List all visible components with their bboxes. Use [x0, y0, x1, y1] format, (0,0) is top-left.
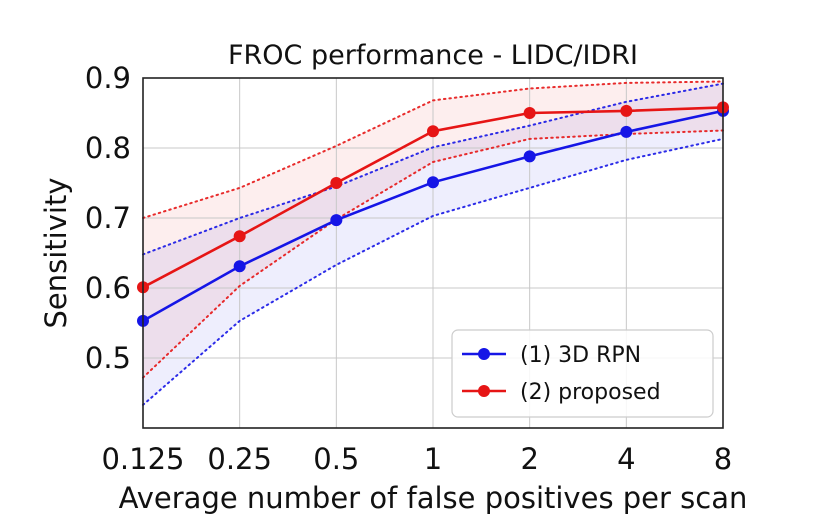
y-tick-label: 0.7 [85, 201, 131, 235]
ci-lower-series-2 [142, 129, 724, 379]
x-tick-label: 0.25 [207, 442, 272, 476]
x-tick-label: 0.125 [101, 442, 184, 476]
x-tick-label: 2 [520, 442, 538, 476]
y-tick-label: 0.9 [85, 61, 131, 95]
data-point-series-1 [427, 176, 439, 189]
plot-frame [142, 77, 724, 429]
chart-title: FROC performance - LIDC/IDRI [228, 40, 638, 71]
x-tick-label: 8 [714, 442, 732, 476]
confidence-band-series-1 [143, 83, 723, 405]
legend-box [451, 329, 714, 418]
data-point-series-1 [330, 214, 343, 227]
data-point-series-2 [233, 230, 246, 243]
y-axis-ticks: 0.5 0.6 0.7 0.8 0.9 [85, 61, 131, 375]
data-point-series-2 [427, 125, 439, 138]
data-point-series-2 [330, 177, 343, 189]
legend-label-series-2: (2) proposed [520, 380, 661, 405]
x-tick-label: 4 [617, 442, 635, 476]
ci-upper-series-1 [142, 82, 724, 256]
legend-marker-series-1 [478, 348, 490, 360]
x-tick-label: 1 [424, 442, 442, 476]
data-point-series-1 [233, 260, 246, 273]
x-axis-ticks: 0.125 0.25 0.5 1 2 4 8 [101, 442, 732, 476]
legend: (1) 3D RPN (2) proposed [451, 329, 714, 418]
y-axis-label: Sensitivity [39, 178, 73, 329]
data-point-series-1 [620, 125, 633, 138]
data-point-series-2 [523, 107, 536, 119]
legend-label-series-1: (1) 3D RPN [520, 343, 641, 368]
ci-lower-series-1 [142, 137, 724, 406]
y-tick-label: 0.6 [85, 271, 131, 305]
ci-upper-series-2 [142, 80, 724, 219]
x-axis-label: Average number of false positives per sc… [119, 481, 748, 515]
y-tick-label: 0.8 [85, 131, 131, 165]
legend-marker-series-2 [478, 385, 490, 397]
data-point-series-1 [523, 150, 536, 163]
x-tick-label: 0.5 [313, 442, 359, 476]
y-tick-label: 0.5 [85, 341, 131, 375]
data-point-series-2 [620, 104, 633, 117]
confidence-interval-lines [142, 80, 724, 406]
